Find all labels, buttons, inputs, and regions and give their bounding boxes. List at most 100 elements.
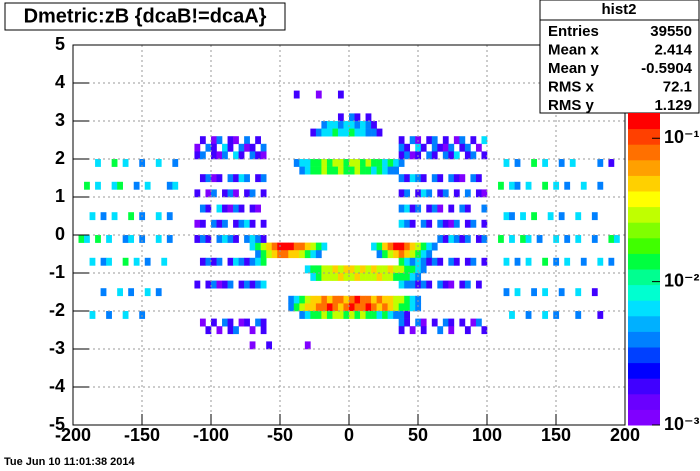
cell	[360, 121, 366, 129]
cell	[415, 303, 422, 312]
cell	[531, 159, 537, 167]
cell	[266, 242, 273, 251]
cell	[398, 174, 405, 183]
cell	[249, 341, 256, 350]
cell	[89, 311, 96, 319]
cell	[337, 121, 344, 129]
cell	[249, 280, 256, 289]
cell	[398, 151, 405, 160]
cell	[337, 128, 344, 137]
cell	[194, 235, 201, 243]
cell	[398, 250, 405, 259]
palette-band	[628, 269, 660, 286]
y-tick-label: 3	[55, 110, 65, 130]
cell	[249, 151, 256, 160]
cell	[437, 174, 444, 183]
cell	[481, 326, 488, 335]
cell	[398, 326, 405, 335]
cell	[260, 189, 267, 198]
cell	[597, 181, 604, 190]
cell	[293, 303, 300, 312]
cell	[542, 288, 549, 297]
cell	[260, 151, 267, 160]
cell	[310, 159, 317, 167]
cell	[398, 273, 405, 281]
cell	[349, 303, 355, 312]
cell	[293, 159, 300, 167]
cell	[442, 219, 449, 228]
cell	[321, 311, 328, 319]
cell	[349, 265, 355, 274]
cell	[277, 250, 284, 259]
cell	[420, 174, 427, 183]
cell	[106, 235, 112, 243]
palette-band	[628, 191, 660, 208]
cell	[464, 189, 471, 198]
cell	[211, 136, 217, 145]
cell	[470, 174, 477, 183]
cell	[216, 151, 223, 160]
cell	[205, 174, 212, 183]
cell	[354, 159, 361, 167]
cell	[304, 311, 311, 319]
cell	[349, 311, 355, 319]
cell	[227, 189, 234, 198]
cell	[216, 174, 223, 183]
cell	[100, 288, 107, 297]
cell	[211, 257, 217, 266]
cell	[332, 265, 339, 274]
cell	[415, 265, 422, 274]
palette-band	[628, 253, 660, 270]
cell	[536, 235, 543, 243]
cell	[199, 235, 206, 243]
cell	[420, 280, 427, 289]
stats-label: Mean x	[548, 41, 600, 58]
cell	[525, 181, 532, 190]
cell	[442, 318, 449, 327]
cell	[139, 311, 146, 319]
cell	[376, 311, 383, 319]
cell	[315, 242, 322, 251]
cell	[233, 219, 239, 228]
cell	[244, 219, 250, 228]
date-stamp: Tue Jun 10 11:01:38 2014	[4, 456, 136, 468]
cell	[222, 143, 228, 152]
cell	[448, 204, 455, 213]
cell	[520, 212, 526, 221]
cell	[233, 257, 239, 266]
cell	[459, 174, 466, 183]
cell	[227, 174, 234, 183]
cell	[371, 295, 377, 304]
cell	[437, 204, 444, 213]
cell	[238, 151, 245, 160]
cell	[299, 166, 306, 175]
cell	[498, 235, 504, 243]
cell	[266, 250, 273, 259]
y-tick-label: -4	[49, 376, 65, 396]
cell	[365, 311, 372, 319]
cell	[100, 257, 107, 266]
cell	[437, 257, 444, 266]
stats-value: 1.129	[654, 97, 692, 114]
cell	[194, 219, 201, 228]
cell	[514, 257, 521, 266]
cell	[304, 159, 311, 167]
cell	[575, 311, 582, 319]
cell	[211, 318, 217, 327]
cell	[542, 159, 549, 167]
cell	[227, 326, 234, 335]
title-box	[4, 2, 286, 31]
cell	[531, 212, 537, 221]
cell	[332, 166, 339, 175]
stats-value: 2.414	[654, 41, 692, 58]
cell	[354, 273, 361, 281]
cell	[299, 159, 306, 167]
cell	[315, 166, 322, 175]
cell	[448, 174, 455, 183]
cell	[448, 235, 455, 243]
cells	[78, 90, 620, 350]
cell	[310, 265, 317, 274]
cell	[304, 265, 311, 274]
stats-frame	[539, 0, 700, 114]
cell	[404, 219, 411, 228]
